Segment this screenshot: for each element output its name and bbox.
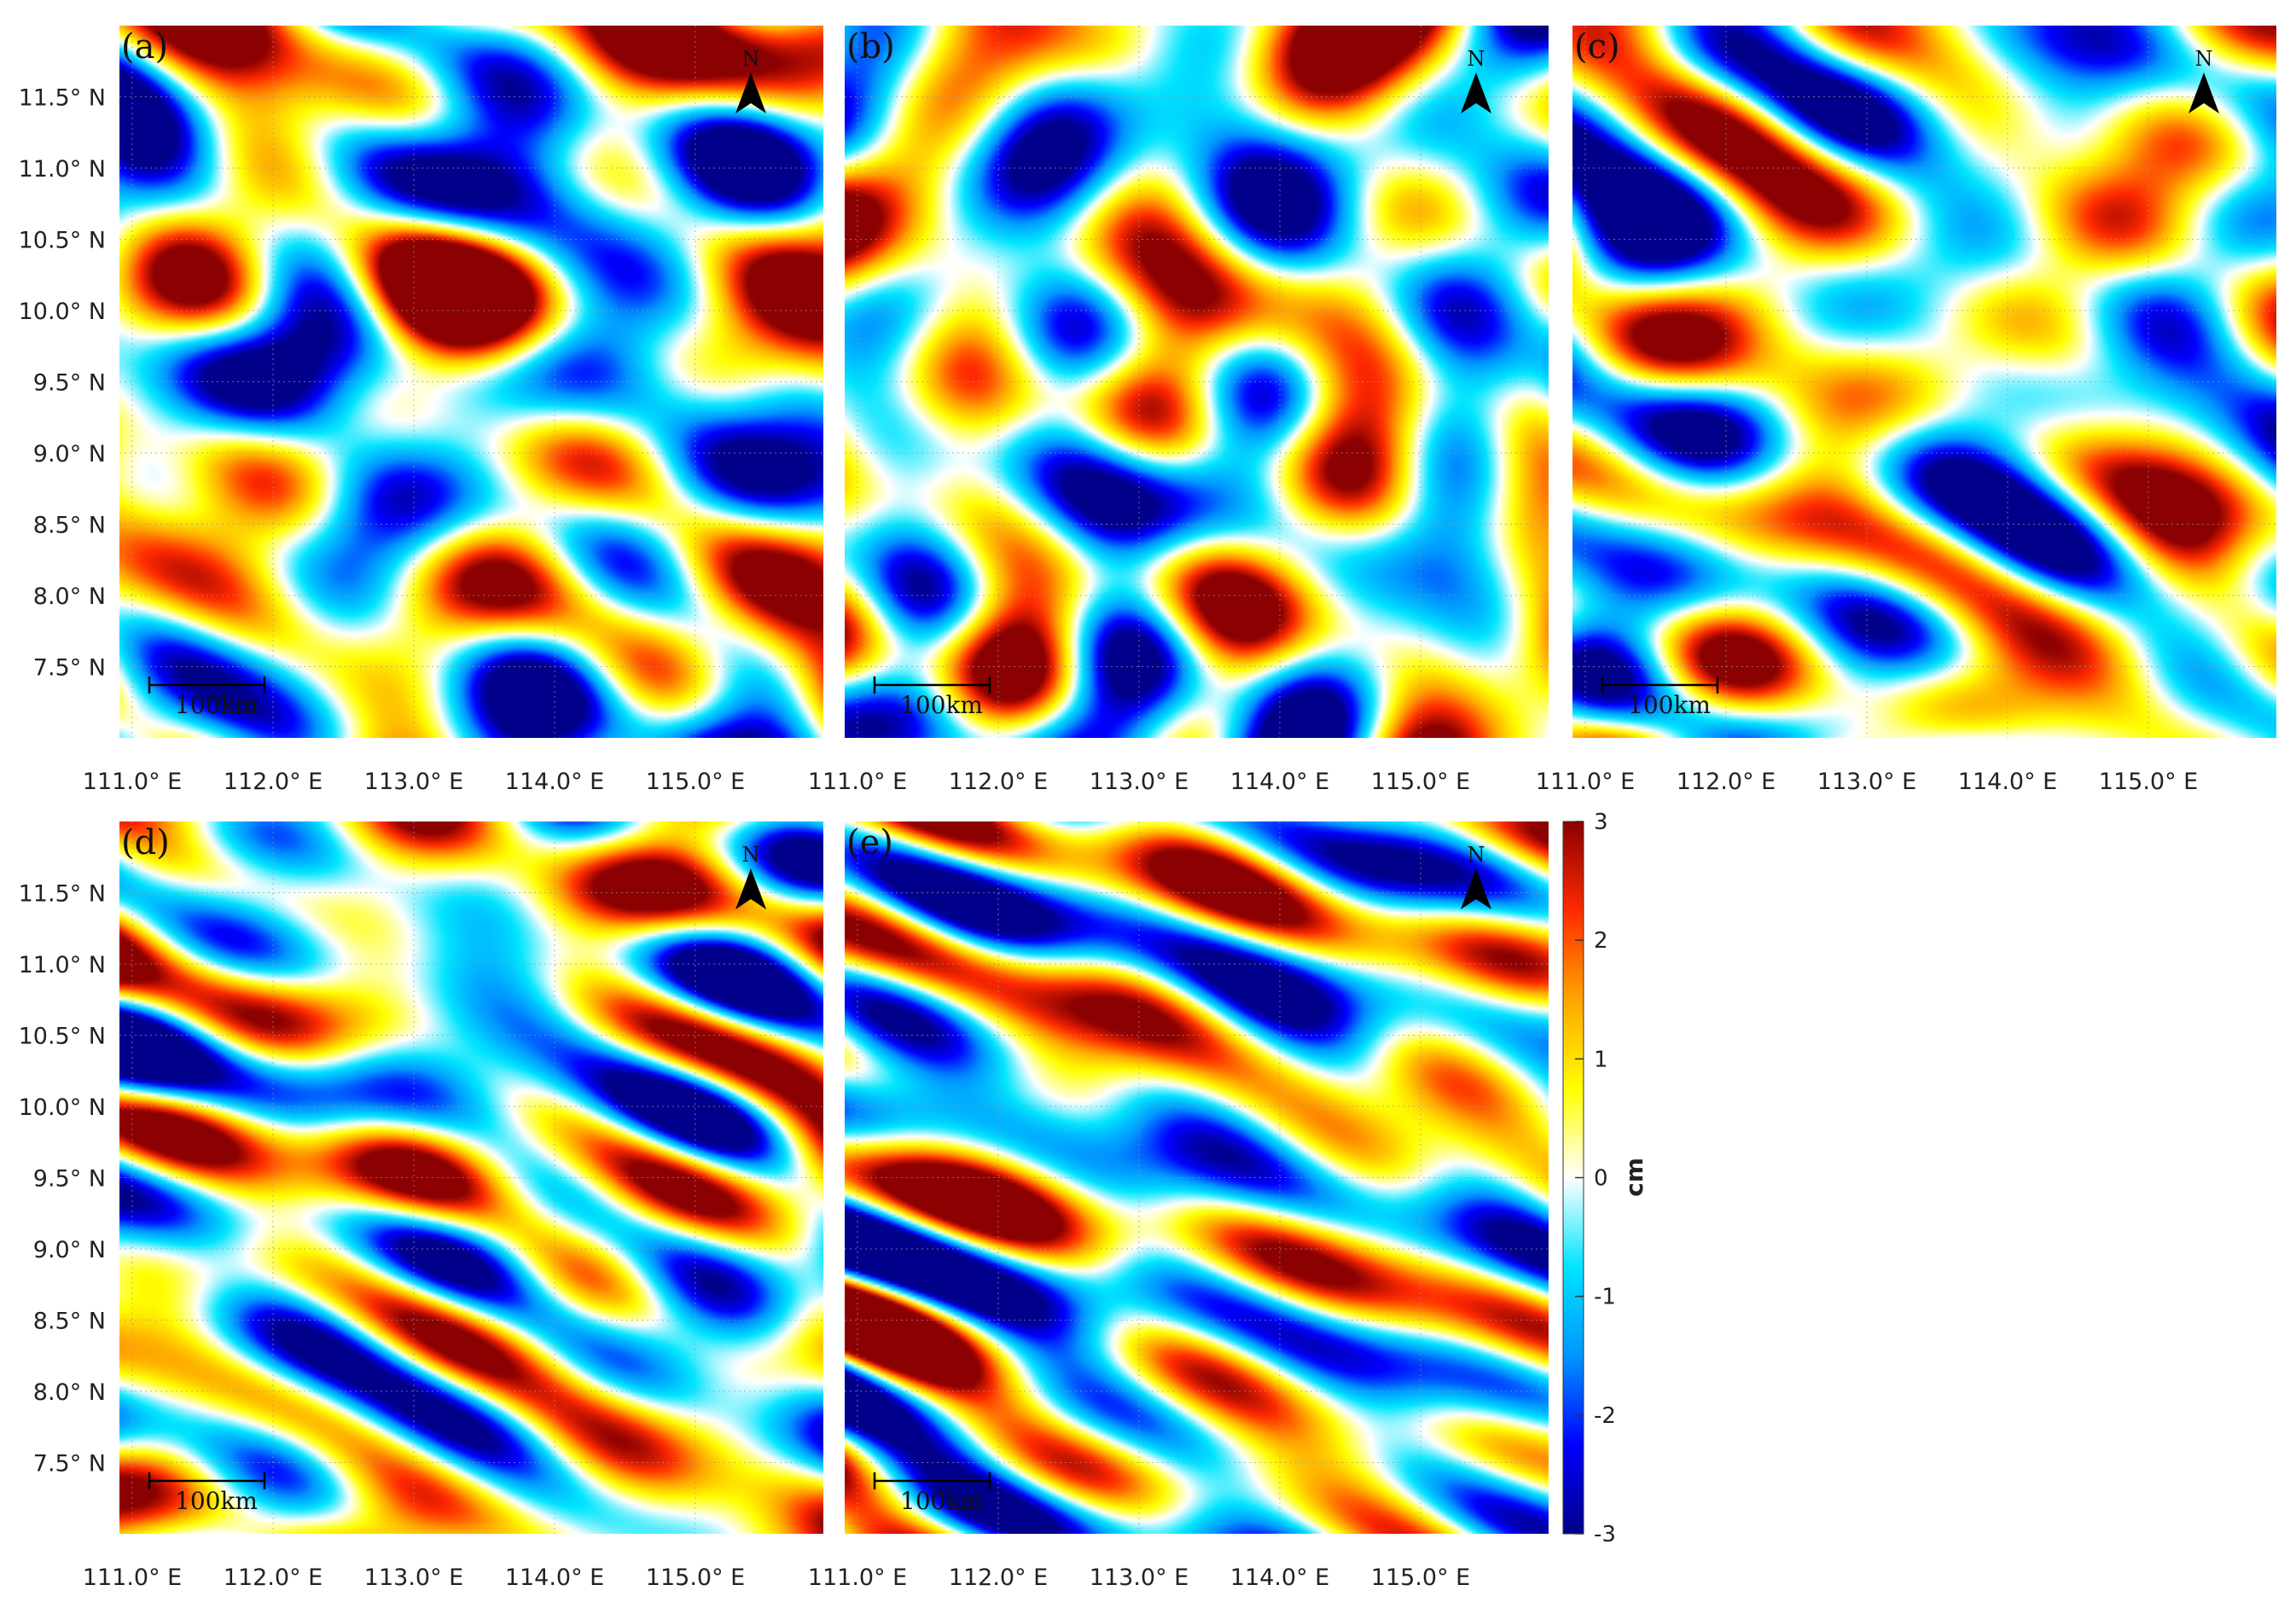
lat-tick-label: 10.5° N — [19, 228, 106, 254]
north-arrow-icon — [1461, 73, 1491, 113]
lat-tick-label: 9.5° N — [33, 370, 106, 397]
panel-d: (d) N 100km 11.5° N 11.0° N 10.5° N 10.0° N 9.5… — [19, 821, 823, 1591]
lon-tick-label: 111.0° E — [83, 1564, 182, 1591]
panel-label: (b) — [846, 27, 895, 67]
lat-tick-label: 7.5° N — [33, 655, 106, 682]
lat-tick-label: 11.5° N — [19, 881, 106, 908]
north-label: N — [742, 843, 760, 867]
scale-bar-label: 100km — [900, 1487, 983, 1515]
colorbar-tick-label: 1 — [1594, 1047, 1608, 1072]
field-map — [845, 26, 1549, 738]
lon-tick-label: 115.0° E — [646, 1564, 745, 1591]
colorbar: 3 2 1 0 -1 -2 -3 cm — [1562, 810, 1648, 1547]
panel-b: (b) N 100km 111.0° E 112.0° E 113.0° E 114.0° … — [808, 26, 1549, 795]
field-map — [119, 26, 823, 738]
panel-e: (e) N 100km 111.0° E 112.0° E 113.0° E 114.0° … — [808, 821, 1549, 1591]
north-label: N — [742, 47, 760, 71]
scale-bar-label: 100km — [900, 691, 983, 719]
lat-tick-label: 10.5° N — [19, 1024, 106, 1050]
lon-tick-label: 114.0° E — [1230, 769, 1329, 795]
north-arrow-icon — [735, 73, 766, 113]
lat-tick-label: 9.0° N — [33, 441, 106, 467]
panel-label: (c) — [1574, 27, 1620, 67]
colorbar-unit-label: cm — [1620, 1158, 1648, 1197]
lat-tick-label: 8.5° N — [33, 1309, 106, 1335]
field-map — [119, 821, 823, 1534]
lon-tick-label: 115.0° E — [1371, 1564, 1470, 1591]
north-label: N — [1468, 843, 1485, 867]
lat-tick-label: 10.0° N — [19, 299, 106, 325]
lat-tick-label: 11.0° N — [19, 952, 106, 978]
lon-tick-label: 115.0° E — [646, 769, 745, 795]
north-arrow-icon — [1461, 868, 1491, 909]
lat-tick-label: 8.5° N — [33, 513, 106, 539]
lon-tick-label: 111.0° E — [808, 769, 907, 795]
lon-tick-label: 112.0° E — [224, 769, 323, 795]
north-arrow-icon — [735, 868, 766, 909]
colorbar-tick-label: 2 — [1594, 928, 1608, 954]
lat-tick-label: 8.0° N — [33, 1379, 106, 1406]
scale-bar-label: 100km — [1628, 691, 1711, 719]
lon-tick-label: 111.0° E — [808, 1564, 907, 1591]
colorbar-tick-label: -1 — [1594, 1285, 1616, 1310]
lat-tick-label: 11.5° N — [19, 85, 106, 112]
panel-label: (d) — [121, 823, 170, 862]
lon-tick-label: 113.0° E — [1090, 1564, 1189, 1591]
lat-tick-label: 9.5° N — [33, 1166, 106, 1193]
colorbar-ticks: 3 2 1 0 -1 -2 -3 — [1575, 810, 1616, 1547]
north-label: N — [2195, 47, 2213, 71]
colorbar-tick-label: -3 — [1594, 1522, 1616, 1547]
field-map — [845, 821, 1549, 1534]
lon-tick-label: 113.0° E — [364, 1564, 463, 1591]
colorbar-tick-label: 0 — [1594, 1166, 1608, 1192]
lat-tick-label: 10.0° N — [19, 1094, 106, 1121]
colorbar-tick-label: 3 — [1594, 810, 1608, 835]
lon-tick-label: 112.0° E — [949, 769, 1048, 795]
lon-tick-label: 114.0° E — [505, 1564, 604, 1591]
lat-tick-label: 11.0° N — [19, 156, 106, 183]
scale-bar-label: 100km — [175, 1487, 258, 1515]
lon-tick-label: 115.0° E — [2099, 769, 2198, 795]
colorbar-tick-label: -2 — [1594, 1403, 1616, 1429]
panel-label: (a) — [121, 27, 168, 67]
lon-tick-label: 115.0° E — [1371, 769, 1470, 795]
lon-tick-label: 114.0° E — [505, 769, 604, 795]
lon-tick-label: 112.0° E — [949, 1564, 1048, 1591]
lon-tick-label: 111.0° E — [83, 769, 182, 795]
lon-tick-label: 114.0° E — [1230, 1564, 1329, 1591]
panel-a: (a) N 100km 11.5° N 11.0° N 10.5° N 10.0° N 9.5… — [19, 26, 823, 795]
north-arrow-icon — [2188, 73, 2219, 113]
lat-tick-label: 8.0° N — [33, 583, 106, 610]
lat-tick-label: 9.0° N — [33, 1237, 106, 1263]
lon-tick-label: 113.0° E — [1817, 769, 1916, 795]
panel-label: (e) — [846, 823, 893, 862]
lon-tick-label: 112.0° E — [224, 1564, 323, 1591]
lat-tick-label: 7.5° N — [33, 1451, 106, 1477]
lon-tick-label: 111.0° E — [1536, 769, 1635, 795]
lon-tick-label: 112.0° E — [1677, 769, 1776, 795]
lon-tick-label: 113.0° E — [364, 769, 463, 795]
field-map — [1572, 26, 2276, 738]
scale-bar-label: 100km — [175, 691, 258, 719]
lon-tick-label: 113.0° E — [1090, 769, 1189, 795]
lon-tick-label: 114.0° E — [1958, 769, 2057, 795]
panel-c: (c) N 100km 111.0° E 112.0° E 113.0° E 114.0° … — [1536, 26, 2276, 795]
north-label: N — [1468, 47, 1485, 71]
panels-layer: (a) N 100km 11.5° N 11.0° N 10.5° N 10.0° N 9.5… — [19, 26, 2276, 1591]
